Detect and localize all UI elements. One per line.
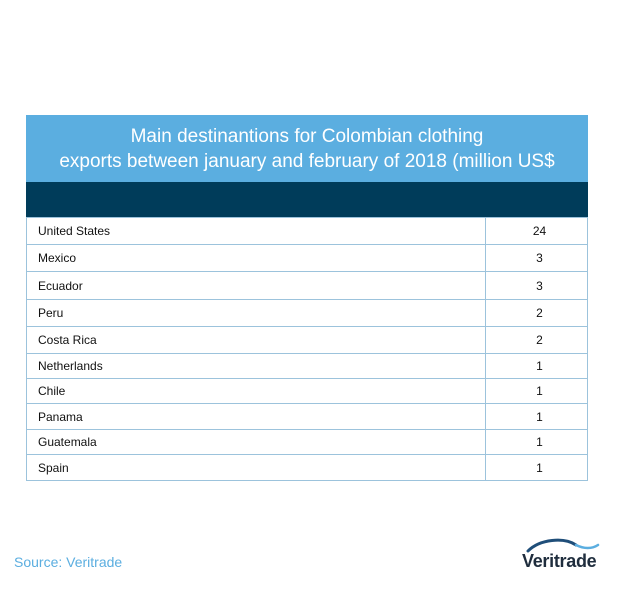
table-row: Netherlands 1 xyxy=(27,353,587,378)
table-row: Costa Rica 2 xyxy=(27,326,587,353)
value-cell: 1 xyxy=(536,359,543,373)
value-cell: 24 xyxy=(532,224,547,238)
table-title-line-2: exports between january and february of … xyxy=(59,150,555,172)
table-row: United States 24 xyxy=(27,217,587,244)
country-cell: Ecuador xyxy=(27,272,486,299)
table-row: Mexico 3 xyxy=(27,244,587,271)
value-cell: 1 xyxy=(536,460,543,475)
table-header-bar xyxy=(26,182,588,217)
export-table: Main destinantions for Colombian clothin… xyxy=(26,115,588,481)
country-cell: United States xyxy=(27,218,486,244)
country-cell: Panama xyxy=(27,404,486,429)
table-row: Peru 2 xyxy=(27,299,587,326)
table-row: Panama 1 xyxy=(27,403,587,429)
table-row: Chile 1 xyxy=(27,378,587,403)
value-cell: 3 xyxy=(536,251,543,265)
table-row: Spain 1 xyxy=(27,454,587,480)
table-row: Guatemala 1 xyxy=(27,429,587,454)
value-cell: 1 xyxy=(536,409,543,424)
logo-wordmark: Veritrade xyxy=(522,551,597,571)
value-cell: 2 xyxy=(536,306,543,320)
value-cell: 1 xyxy=(536,435,543,449)
value-cell: 2 xyxy=(536,333,543,347)
table-title-line-1: Main destinantions for Colombian clothin… xyxy=(130,125,484,147)
table-title: Main destinantions for Colombian clothin… xyxy=(26,115,588,182)
country-cell: Mexico xyxy=(27,245,486,271)
source-note: Source: Veritrade xyxy=(14,554,123,570)
table-body: United States 24 Mexico 3 Ecuador 3 Peru 2 Costa… xyxy=(26,217,588,481)
value-cell: 1 xyxy=(536,384,543,398)
country-cell: Peru xyxy=(27,300,486,326)
country-cell: Costa Rica xyxy=(27,327,486,353)
country-cell: Chile xyxy=(27,379,486,403)
country-cell: Netherlands xyxy=(27,354,486,378)
country-cell: Guatemala xyxy=(27,430,486,454)
country-cell: Spain xyxy=(27,455,486,480)
table-row: Ecuador 3 xyxy=(27,271,587,299)
veritrade-logo: Veritrade xyxy=(518,537,608,577)
logo-swoosh-icon xyxy=(526,538,600,553)
value-cell: 3 xyxy=(536,278,543,293)
